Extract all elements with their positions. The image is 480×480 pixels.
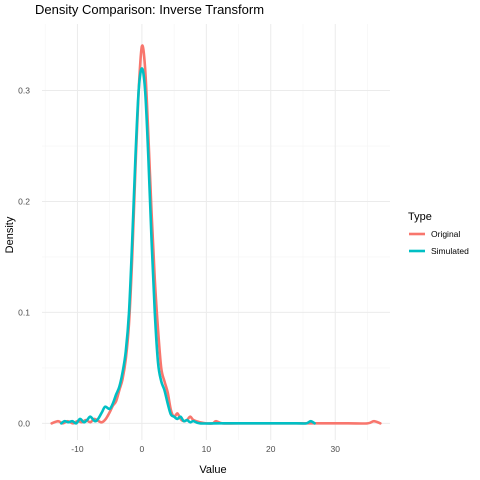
series-line-original — [50, 44, 382, 425]
x-tick-label: 10 — [202, 444, 212, 454]
x-tick-label: 0 — [140, 444, 145, 454]
grid-lines — [42, 24, 390, 440]
y-tick-label: 0.2 — [18, 196, 30, 206]
chart-title: Density Comparison: Inverse Transform — [35, 2, 264, 17]
series-line-simulated — [60, 67, 316, 425]
y-tick-label: 0.3 — [18, 86, 30, 96]
legend-label-simulated: Simulated — [431, 246, 469, 256]
series-lines — [50, 44, 382, 425]
legend-label-original: Original — [431, 229, 460, 239]
x-tick-label: 20 — [266, 444, 276, 454]
y-tick-label: 0.1 — [18, 307, 30, 317]
x-tick-label: -10 — [71, 444, 84, 454]
legend: Type Original Simulated — [408, 211, 469, 256]
y-tick-label: 0.0 — [18, 418, 30, 428]
legend-title: Type — [408, 211, 432, 223]
x-tick-labels: -10 0 10 20 30 — [71, 444, 340, 454]
x-tick-label: 30 — [330, 444, 340, 454]
y-tick-labels: 0.0 0.1 0.2 0.3 — [18, 86, 30, 429]
y-axis-title: Density — [4, 216, 16, 253]
x-axis-title: Value — [199, 464, 226, 476]
